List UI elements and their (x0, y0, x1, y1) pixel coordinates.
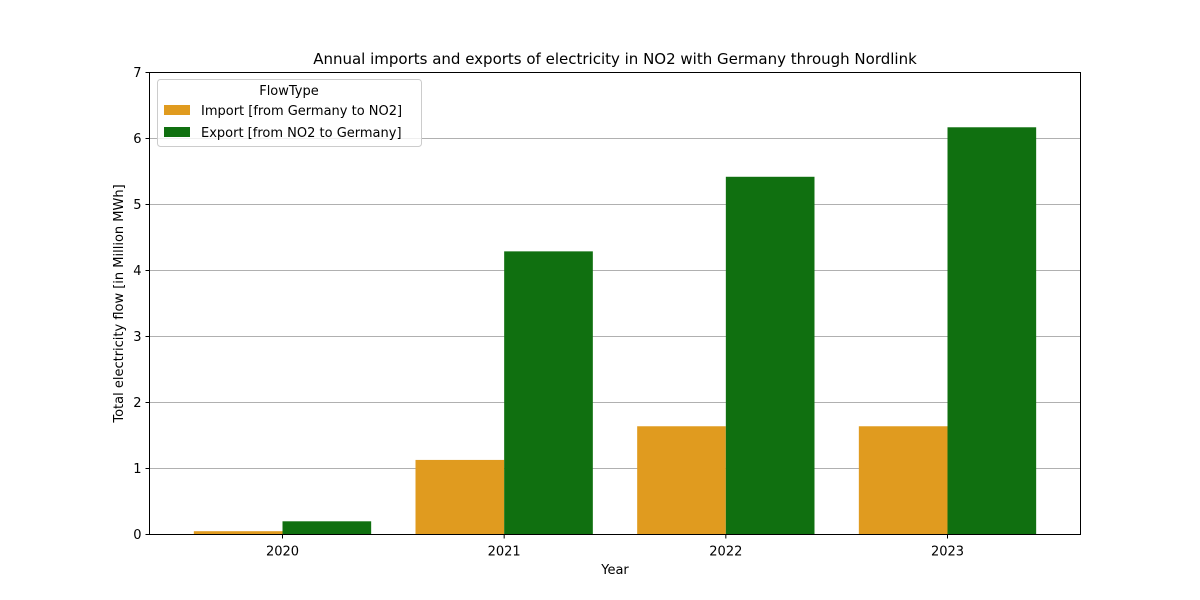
y-tick-label: 0 (133, 528, 141, 543)
bar-export-2023 (947, 127, 1037, 535)
legend-swatch-export (164, 127, 190, 137)
bar-export-2020 (282, 521, 372, 535)
x-tick-label: 2022 (709, 545, 742, 560)
bar-export-2021 (504, 251, 593, 535)
bar-import-2021 (415, 459, 505, 535)
y-axis: 0 1 2 3 4 5 6 7 (133, 66, 150, 543)
legend-title: FlowType (259, 84, 319, 99)
legend-label-export: Export [from NO2 to Germany] (201, 126, 402, 141)
bar-import-2023 (858, 426, 948, 535)
bars (193, 127, 1037, 535)
y-axis-label: Total electricity flow [in Million MWh] (112, 184, 127, 423)
y-tick-label: 1 (133, 462, 141, 477)
plot-area-frame (149, 72, 1081, 535)
bar-import-2020 (193, 531, 283, 535)
bar-export-2022 (725, 176, 815, 535)
y-tick-label: 4 (133, 264, 141, 279)
gridlines (149, 138, 1081, 469)
legend: FlowType Import [from Germany to NO2] Ex… (157, 79, 422, 147)
x-tick-label: 2021 (488, 545, 521, 560)
legend-label-import: Import [from Germany to NO2] (201, 104, 402, 119)
legend-frame (157, 79, 422, 147)
bar-import-2022 (637, 426, 726, 535)
y-tick-label: 7 (133, 66, 141, 81)
x-axis-label: Year (600, 563, 629, 578)
x-axis: 2020 2021 2022 2023 (266, 534, 964, 560)
legend-swatch-import (164, 105, 190, 115)
y-tick-label: 3 (133, 330, 141, 345)
chart-title: Annual imports and exports of electricit… (313, 50, 917, 68)
y-tick-label: 6 (133, 132, 141, 147)
x-tick-label: 2023 (931, 545, 964, 560)
y-tick-label: 2 (133, 396, 141, 411)
y-tick-label: 5 (133, 198, 141, 213)
x-tick-label: 2020 (266, 545, 299, 560)
